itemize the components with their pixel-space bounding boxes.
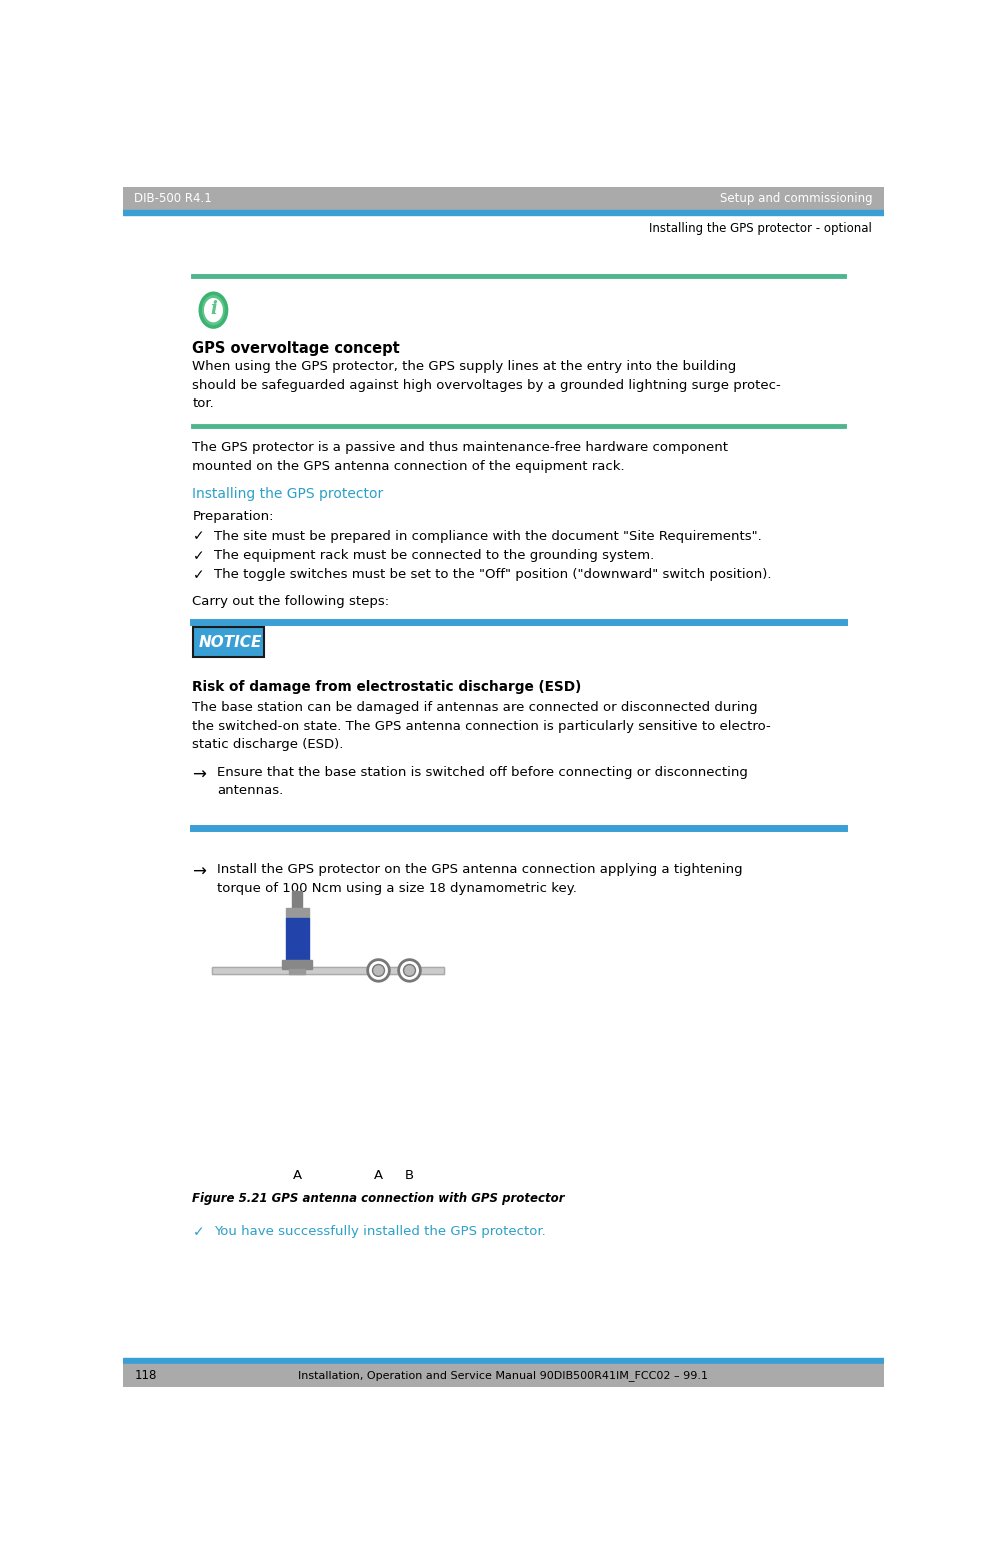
Text: Installation, Operation and Service Manual 90DIB500R41IM_FCC02 – 99.1: Installation, Operation and Service Manu… <box>299 1369 708 1380</box>
Text: Setup and commissioning: Setup and commissioning <box>720 192 872 206</box>
FancyBboxPatch shape <box>192 628 264 656</box>
Ellipse shape <box>200 293 227 327</box>
Circle shape <box>399 960 420 982</box>
Text: DIB-500 R4.1: DIB-500 R4.1 <box>135 192 212 206</box>
Bar <box>212 966 445 974</box>
Bar <box>212 966 445 974</box>
Circle shape <box>404 964 415 977</box>
Bar <box>123 187 884 210</box>
Text: The equipment rack must be connected to the grounding system.: The equipment rack must be connected to … <box>214 548 654 562</box>
Bar <box>123 210 884 215</box>
Text: GPS overvoltage concept: GPS overvoltage concept <box>192 341 401 355</box>
Text: The site must be prepared in compliance with the document "Site Requirements".: The site must be prepared in compliance … <box>214 530 762 542</box>
Text: Install the GPS protector on the GPS antenna connection applying a tightening
to: Install the GPS protector on the GPS ant… <box>217 863 743 894</box>
Text: →: → <box>192 863 206 880</box>
Text: The GPS protector is a passive and thus maintenance-free hardware component
moun: The GPS protector is a passive and thus … <box>192 441 729 472</box>
Text: The base station can be damaged if antennas are connected or disconnected during: The base station can be damaged if anten… <box>192 701 771 751</box>
Text: Risk of damage from electrostatic discharge (ESD): Risk of damage from electrostatic discha… <box>192 679 581 693</box>
Text: i: i <box>210 301 217 318</box>
Text: When using the GPS protector, the GPS supply lines at the entry into the buildin: When using the GPS protector, the GPS su… <box>192 360 782 410</box>
Text: Carry out the following steps:: Carry out the following steps: <box>192 595 390 608</box>
Text: ✓: ✓ <box>192 530 204 544</box>
Text: Installing the GPS protector - optional: Installing the GPS protector - optional <box>649 221 872 235</box>
Text: You have successfully installed the GPS protector.: You have successfully installed the GPS … <box>214 1225 546 1239</box>
Bar <box>123 1359 884 1363</box>
Circle shape <box>372 964 385 977</box>
Text: B: B <box>405 1168 414 1181</box>
Circle shape <box>367 960 389 982</box>
Bar <box>286 908 308 918</box>
Text: Ensure that the base station is switched off before connecting or disconnecting
: Ensure that the base station is switched… <box>217 767 748 798</box>
Ellipse shape <box>204 298 223 323</box>
Text: ✓: ✓ <box>192 1225 204 1239</box>
Text: ✓: ✓ <box>192 548 204 562</box>
Text: 118: 118 <box>135 1368 157 1382</box>
Text: A: A <box>293 1168 301 1181</box>
Text: Installing the GPS protector: Installing the GPS protector <box>192 488 384 502</box>
Text: →: → <box>192 767 206 784</box>
Text: ✓: ✓ <box>192 569 204 583</box>
Bar <box>283 960 312 969</box>
Bar <box>123 1363 884 1387</box>
Bar <box>292 891 302 908</box>
Text: NOTICE: NOTICE <box>198 634 262 650</box>
Bar <box>290 969 304 974</box>
Bar <box>286 918 308 960</box>
Text: Preparation:: Preparation: <box>192 511 274 523</box>
Text: A: A <box>374 1168 383 1181</box>
Text: The toggle switches must be set to the "Off" position ("downward" switch positio: The toggle switches must be set to the "… <box>214 569 772 581</box>
Text: Figure 5.21 GPS antenna connection with GPS protector: Figure 5.21 GPS antenna connection with … <box>192 1192 565 1204</box>
